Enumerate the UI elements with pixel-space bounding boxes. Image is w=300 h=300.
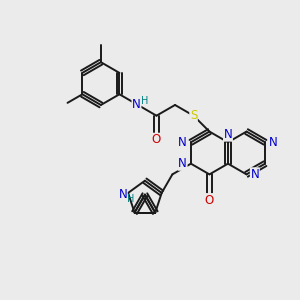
- Text: N: N: [178, 136, 187, 149]
- Text: N: N: [178, 157, 187, 170]
- Text: N: N: [224, 128, 232, 141]
- Text: H: H: [141, 96, 149, 106]
- Text: O: O: [205, 194, 214, 207]
- Text: N: N: [250, 168, 259, 181]
- Text: O: O: [152, 133, 161, 146]
- Text: S: S: [190, 109, 197, 122]
- Text: H: H: [128, 194, 135, 204]
- Text: N: N: [132, 98, 141, 111]
- Text: N: N: [269, 136, 278, 149]
- Text: N: N: [118, 188, 127, 201]
